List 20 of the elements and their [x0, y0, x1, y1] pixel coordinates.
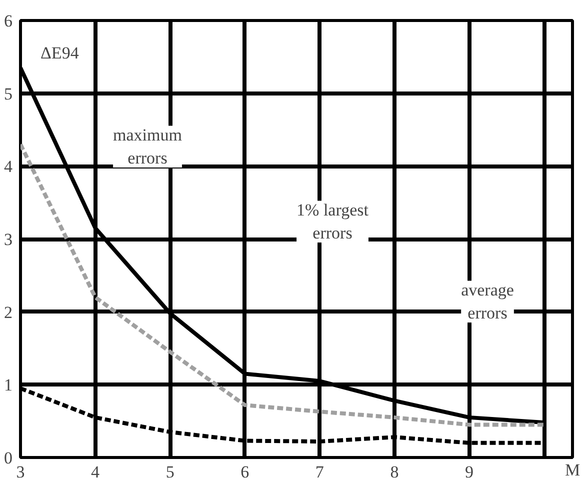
x-tick-label: 9 [465, 462, 474, 482]
x-tick-label: 3 [16, 462, 25, 482]
annotation: average errors [461, 280, 514, 322]
x-tick-label: 7 [315, 462, 324, 482]
y-tick-label: 3 [4, 230, 12, 249]
y-tick-label: 4 [4, 157, 13, 176]
annotation: ΔE94 [40, 44, 80, 62]
y-tick-label: 6 [4, 12, 12, 30]
y-tick-label: 1 [4, 376, 12, 395]
y-tick-label: 0 [4, 448, 12, 468]
x-tick-label: 6 [240, 462, 250, 482]
annotation: maximum errors [113, 126, 182, 168]
x-axis-title: M [564, 460, 580, 480]
x-tick-label: 8 [390, 462, 399, 482]
line-series [20, 142, 546, 427]
y-tick-label: 5 [4, 84, 12, 104]
x-tick-label: 4 [91, 462, 100, 482]
y-tick-label: 2 [4, 302, 12, 322]
annotation: 1% largest errors [296, 200, 369, 242]
x-tick-label: 5 [166, 462, 174, 482]
